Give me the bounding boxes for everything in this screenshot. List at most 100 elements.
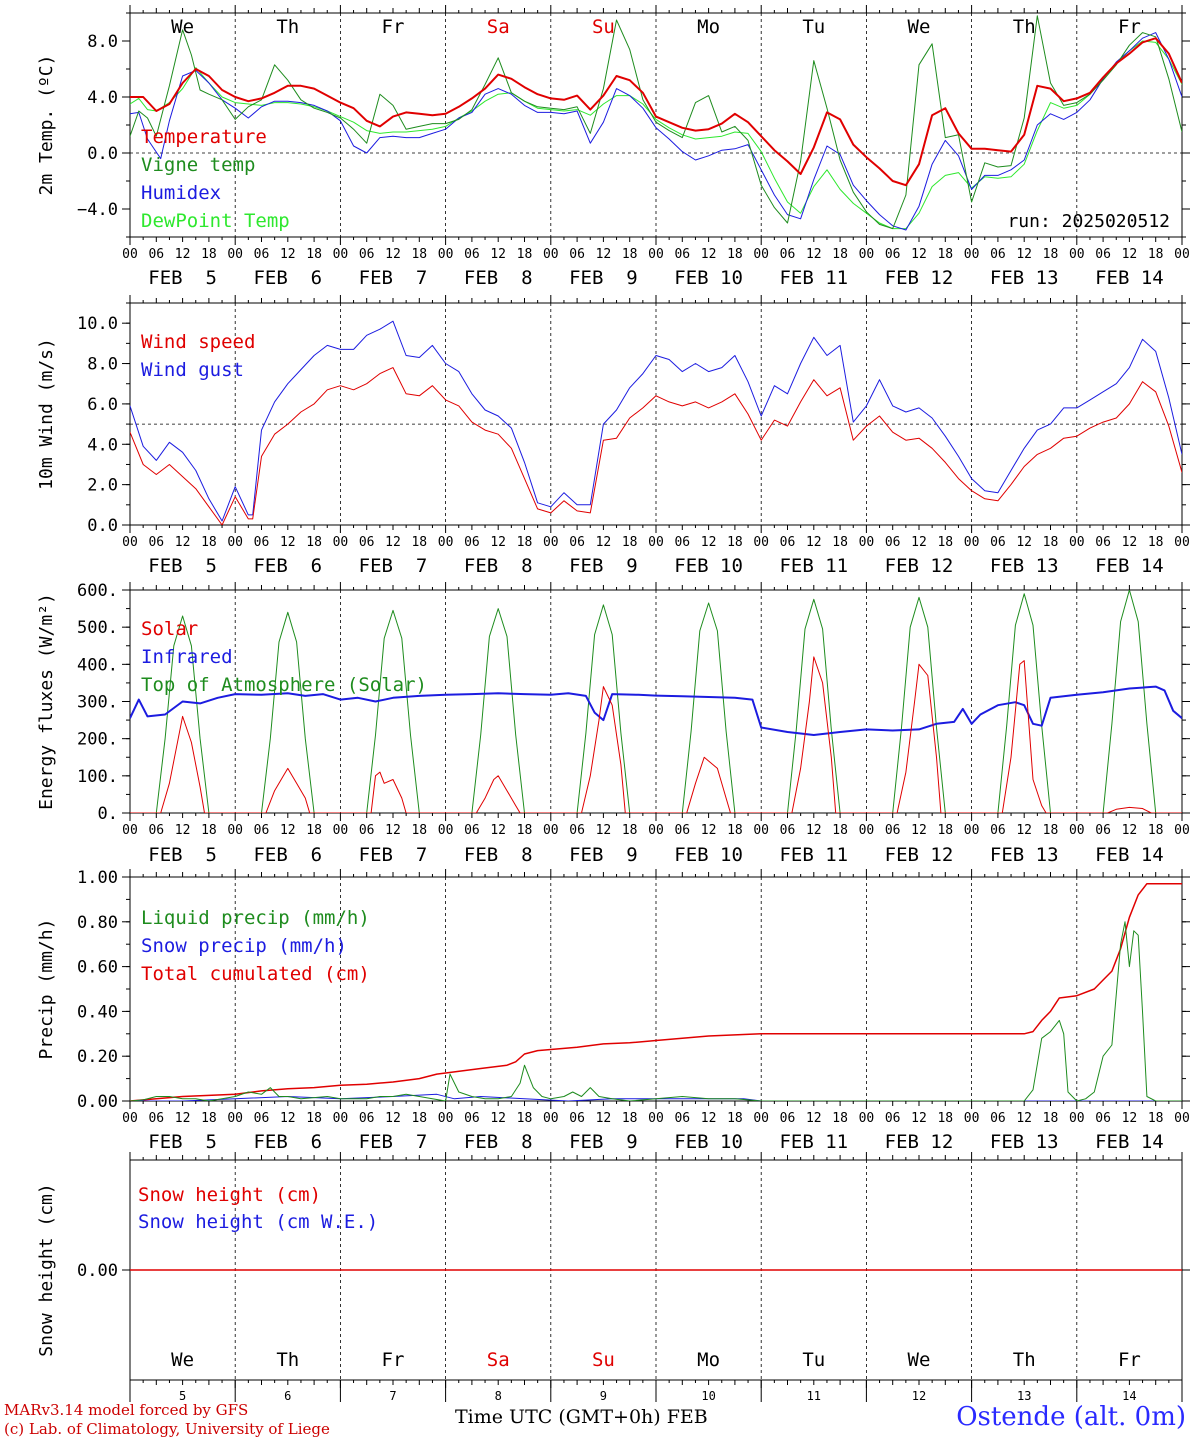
hour-tick-label: 00 (1069, 535, 1085, 550)
hour-tick-label: 06 (780, 1111, 796, 1126)
hour-tick-label: 00 (753, 247, 769, 262)
hour-tick-label: 00 (859, 823, 875, 838)
legend-entry: Top of Atmosphere (Solar) (141, 674, 427, 696)
hour-tick-label: 06 (674, 535, 690, 550)
hour-tick-label: 06 (569, 823, 585, 838)
hour-tick-label: 18 (832, 535, 848, 550)
hour-tick-label: 18 (517, 247, 533, 262)
panel-frame (129, 589, 1183, 814)
hour-tick-label: 18 (517, 1111, 533, 1126)
date-label: FEB 14 (1095, 267, 1164, 289)
hour-tick-label: 18 (832, 823, 848, 838)
date-label: FEB 6 (253, 844, 322, 866)
date-label: FEB 5 (148, 844, 217, 866)
hour-tick-label: 12 (385, 1111, 401, 1126)
hour-tick-label: 12 (175, 823, 191, 838)
day-name: We (171, 16, 194, 38)
date-label: FEB 9 (569, 267, 638, 289)
hour-tick-label: 18 (937, 823, 953, 838)
date-label: FEB 11 (779, 555, 848, 577)
hour-tick-label: 06 (885, 535, 901, 550)
y-tick-label: 2.0 (87, 476, 118, 496)
hour-tick-label: 00 (964, 1111, 980, 1126)
hour-tick-label: 18 (306, 535, 322, 550)
hour-tick-label: 06 (359, 823, 375, 838)
date-label: FEB 5 (148, 1131, 217, 1153)
legend-entry: Wind gust (141, 359, 244, 381)
hour-tick-label: 06 (464, 1111, 480, 1126)
y-tick-label: 400. (77, 655, 118, 675)
hour-tick-label: 18 (622, 535, 638, 550)
hour-tick-label: 12 (385, 823, 401, 838)
hour-tick-label: 00 (1069, 1111, 1085, 1126)
date-label: FEB 8 (464, 267, 533, 289)
hour-tick-label: 06 (674, 247, 690, 262)
hour-tick-label: 00 (333, 535, 349, 550)
date-label: FEB 9 (569, 555, 638, 577)
hour-tick-label: 00 (1174, 1111, 1190, 1126)
hour-tick-label: 12 (1122, 823, 1138, 838)
hour-tick-label: 18 (1043, 535, 1059, 550)
hour-tick-label: 00 (227, 823, 243, 838)
hour-tick-label: 12 (596, 1111, 612, 1126)
day-name: We (171, 1349, 194, 1371)
hour-tick-label: 12 (1122, 247, 1138, 262)
hour-tick-label: 12 (385, 535, 401, 550)
hour-tick-label: 06 (148, 535, 164, 550)
date-label: FEB 10 (674, 555, 743, 577)
day-name: Th (1013, 1349, 1036, 1371)
hour-tick-label: 18 (1148, 823, 1164, 838)
hour-tick-label: 12 (911, 823, 927, 838)
hour-tick-label: 00 (1174, 535, 1190, 550)
hour-tick-label: 12 (701, 535, 717, 550)
y-tick-label: 0.60 (77, 958, 118, 978)
hour-tick-label: 12 (490, 823, 506, 838)
hour-tick-label: 00 (543, 535, 559, 550)
y-tick-label: 200. (77, 730, 118, 750)
hour-tick-label: 00 (122, 1111, 138, 1126)
hour-tick-label: 00 (859, 535, 875, 550)
hour-tick-label: 00 (438, 535, 454, 550)
y-tick-label: 8.0 (87, 32, 118, 52)
series-line-liquid-precip-mm-h (130, 921, 1182, 1101)
y-tick-label: 0.40 (77, 1002, 118, 1022)
hour-tick-label: 18 (622, 1111, 638, 1126)
date-label: FEB 11 (779, 267, 848, 289)
hour-tick-label: 06 (1095, 1111, 1111, 1126)
hour-tick-label: 12 (175, 1111, 191, 1126)
hour-tick-label: 00 (543, 1111, 559, 1126)
hour-tick-label: 06 (780, 823, 796, 838)
date-label: FEB 6 (253, 1131, 322, 1153)
hour-tick-label: 18 (622, 247, 638, 262)
legend-entry: Snow precip (mm/h) (141, 935, 347, 957)
date-label: FEB 12 (885, 267, 954, 289)
hour-tick-label: 06 (254, 535, 270, 550)
hour-tick-label: 18 (832, 1111, 848, 1126)
hour-tick-label: 00 (648, 247, 664, 262)
hour-tick-label: 00 (648, 823, 664, 838)
hour-tick-label: 12 (911, 535, 927, 550)
hour-tick-label: 06 (1095, 823, 1111, 838)
hour-tick-label: 00 (859, 1111, 875, 1126)
hour-tick-label: 00 (753, 535, 769, 550)
hour-tick-label: 18 (832, 247, 848, 262)
date-label: FEB 13 (990, 267, 1059, 289)
legend-entry: Wind speed (141, 331, 255, 353)
hour-tick-label: 12 (280, 247, 296, 262)
day-name: Fr (1118, 16, 1141, 38)
date-label: FEB 7 (359, 555, 428, 577)
hour-tick-label: 18 (411, 535, 427, 550)
hour-tick-label: 12 (385, 247, 401, 262)
hour-tick-label: 06 (464, 247, 480, 262)
hour-tick-label: 00 (333, 1111, 349, 1126)
date-label: FEB 8 (464, 844, 533, 866)
hour-tick-label: 18 (727, 823, 743, 838)
hour-tick-label: 00 (964, 535, 980, 550)
day-number: 14 (1122, 1389, 1136, 1403)
series-line-top-of-atmosphere-solar (130, 590, 1182, 813)
hour-tick-label: 18 (1043, 823, 1059, 838)
date-label: FEB 13 (990, 555, 1059, 577)
hour-tick-label: 06 (1095, 247, 1111, 262)
hour-tick-label: 06 (359, 535, 375, 550)
